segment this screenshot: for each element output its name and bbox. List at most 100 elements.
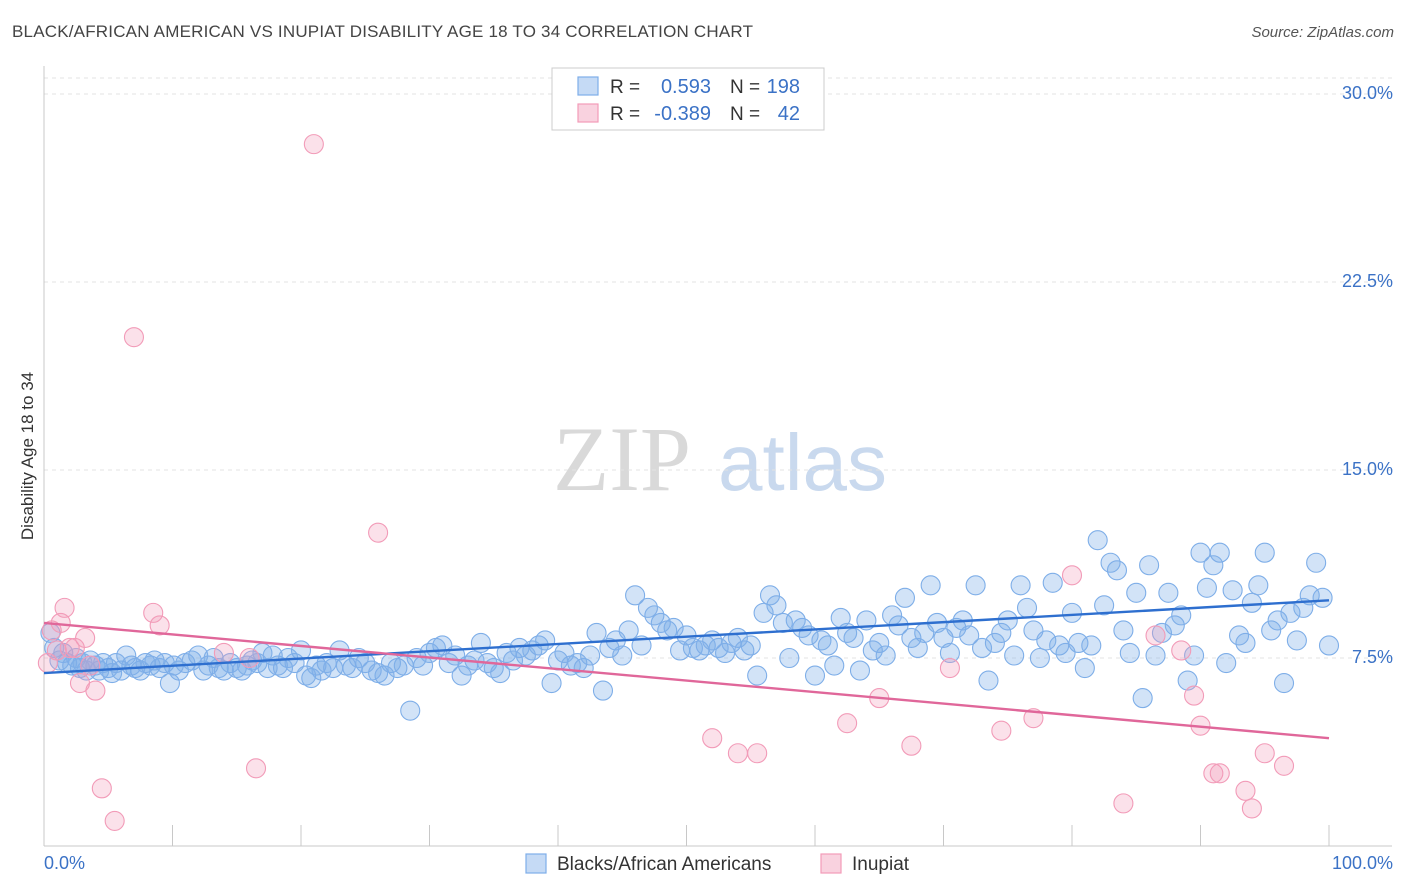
point-blacks-197 [1222,580,1243,601]
point-blacks-191 [1184,645,1205,666]
point-blacks-196 [1216,652,1237,674]
point-blacks-185 [1145,645,1166,666]
legend-n-label-pink: N = [730,104,760,125]
point-blacks-183 [1132,688,1153,709]
legend-n-value-pink: 42 [778,103,800,125]
point-blacks-125 [759,585,781,606]
point-blacks-163 [1004,645,1025,666]
bottom-legend-label-pink: Inupiat [852,854,910,875]
legend-swatch-pink [577,103,599,123]
point-inupiat-22 [727,743,748,764]
legend-r-value-pink: -0.389 [654,103,711,125]
point-blacks-195 [1209,542,1230,563]
legend-box [551,67,825,131]
point-blacks-182 [1126,582,1147,603]
point-blacks-207 [1286,630,1307,651]
point-inupiat-33 [1171,640,1192,661]
point-blacks-179 [1106,560,1128,581]
point-blacks-91 [541,673,562,694]
point-blacks-167 [1029,647,1050,669]
legend-swatch-blue [577,76,599,96]
trendline-blacks [43,599,1330,675]
point-inupiat-28 [991,720,1012,741]
point-blacks-132 [804,665,826,686]
point-blacks-177 [1094,595,1115,616]
point-blacks-190 [1177,670,1198,691]
point-inupiat-5 [59,637,80,659]
trendline-inupiat [43,621,1330,740]
point-blacks-193 [1196,577,1217,598]
point-blacks-77 [451,665,472,686]
point-inupiat-40 [1254,743,1275,764]
point-blacks-124 [753,602,774,623]
point-blacks-184 [1139,555,1160,576]
point-blacks-175 [1081,635,1102,656]
legend-n-value-blue: 198 [767,76,800,98]
gridlines [44,77,1392,659]
point-inupiat-37 [1209,763,1230,784]
point-blacks-160 [984,632,1005,654]
point-blacks-102 [612,645,633,666]
point-inupiat-10 [85,680,106,701]
legend-r-value-blue: 0.593 [661,76,711,98]
point-blacks-142 [869,632,890,654]
correlation-legend: R = 0.593 N = 198 R = -0.389 N = 42 [551,67,825,131]
point-blacks-139 [849,660,871,681]
point-inupiat-26 [901,735,922,756]
y-axis-label: Disability Age 18 to 34 [18,372,37,540]
point-inupiat-32 [1145,625,1166,646]
point-blacks-65 [374,665,395,686]
point-blacks-128 [779,647,800,669]
legend-r-label-blue: R = [610,77,640,98]
point-blacks-90 [535,630,556,651]
point-blacks-180 [1113,620,1134,641]
point-blacks-69 [400,700,421,721]
point-inupiat-9 [80,655,101,676]
point-blacks-122 [740,635,761,656]
point-blacks-164 [1010,575,1031,596]
series-blacks-points [40,530,1340,721]
point-inupiat-39 [1241,798,1262,819]
point-blacks-143 [875,645,896,666]
point-inupiat-12 [104,810,125,831]
point-blacks-203 [1261,620,1282,641]
point-inupiat-24 [837,713,858,734]
point-inupiat-29 [1023,708,1044,729]
point-blacks-205 [1273,673,1295,694]
y-tick-label-0: 7.5% [1352,647,1393,667]
watermark-zip: ZIP [553,408,691,510]
axes [43,66,1392,847]
point-inupiat-27 [939,657,960,679]
point-blacks-161 [991,622,1012,643]
point-blacks-181 [1119,642,1140,664]
point-blacks-138 [843,627,864,648]
point-inupiat-21 [702,728,723,749]
point-blacks-1 [44,637,65,659]
point-inupiat-16 [213,642,234,664]
bottom-legend-swatch-blue [525,853,547,874]
point-blacks-202 [1254,542,1275,563]
point-blacks-156 [959,625,980,646]
point-inupiat-18 [245,758,267,779]
point-blacks-211 [1312,587,1333,608]
point-blacks-158 [971,637,993,659]
point-inupiat-13 [123,327,144,348]
point-inupiat-38 [1235,780,1256,801]
point-inupiat-19 [303,134,324,155]
point-blacks-210 [1306,552,1327,573]
x-tick-label-min: 0.0% [44,853,85,873]
point-inupiat-4 [54,597,75,618]
point-blacks-148 [907,637,928,659]
point-blacks-174 [1074,657,1095,679]
point-blacks-150 [920,575,941,596]
point-inupiat-36 [1203,763,1224,784]
point-blacks-168 [1036,630,1057,651]
point-blacks-176 [1087,530,1108,551]
point-blacks-60 [342,657,363,679]
watermark-atlas: atlas [718,418,887,507]
point-blacks-204 [1267,610,1288,631]
point-blacks-134 [817,635,838,656]
point-blacks-188 [1164,615,1185,636]
point-blacks-189 [1171,605,1192,626]
source-label: Source: ZipAtlas.com [1251,24,1394,41]
